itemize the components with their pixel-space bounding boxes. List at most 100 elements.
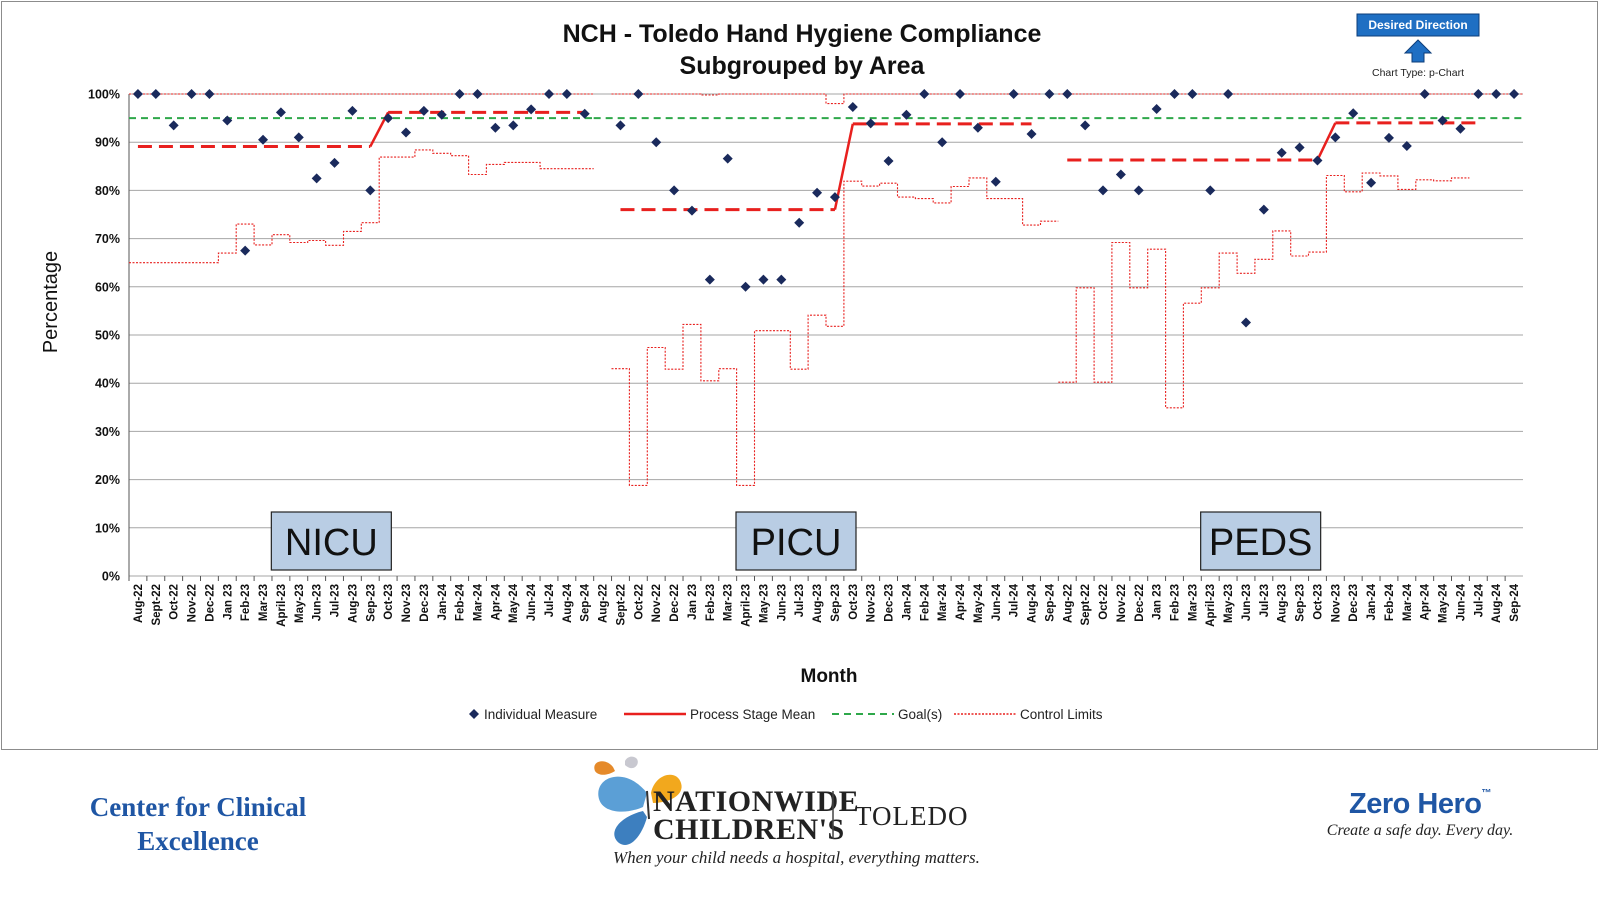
peds-point (1419, 89, 1430, 99)
x-tick-label: Sep-24 (1044, 583, 1056, 621)
nicu-point (168, 120, 179, 131)
x-tick-label: Jan-24 (901, 583, 913, 620)
legend-label: Goal(s) (898, 707, 942, 722)
up-arrow-icon (1403, 39, 1433, 63)
panel-label-peds: PEDS (1209, 522, 1312, 564)
nicu-point (561, 89, 572, 99)
nicu-point (293, 132, 304, 143)
x-tick-label: Aug-22 (1062, 584, 1074, 623)
x-tick-label: Oct-22 (1098, 584, 1110, 620)
x-tick-label: April-23 (276, 584, 288, 627)
nicu-point (365, 185, 376, 196)
picu-point (829, 192, 840, 203)
x-tick-label: Mar-23 (723, 584, 735, 621)
nicu-point (222, 115, 233, 126)
x-tick-label: Jul-24 (544, 583, 556, 617)
x-tick-label: Aug-22 (598, 584, 610, 623)
x-tick-label: Jun-24 (991, 583, 1003, 621)
x-tick-label: Jun-23 (312, 584, 324, 621)
logo-city: TOLEDO (855, 801, 969, 831)
x-tick-label: May-24 (508, 583, 520, 623)
picu-lcl-line (611, 177, 1059, 486)
logo-name-line1: NATIONWIDE (653, 785, 859, 818)
peds-point (1455, 123, 1466, 134)
x-tick-label: Sep-23 (365, 584, 377, 622)
picu-point (794, 217, 805, 228)
x-tick-label: Nov-23 (866, 584, 878, 622)
nicu-lcl-line (129, 149, 594, 264)
picu-point (669, 185, 680, 196)
nicu-point (436, 109, 447, 120)
zero-hero-tagline: Create a safe day. Every day. (1326, 822, 1514, 839)
footer: Center for Clinical Excellence NATIONWID… (0, 750, 1600, 900)
x-tick-label: Jul-24 (1473, 583, 1485, 617)
picu-point (1008, 89, 1019, 99)
peds-point (1062, 89, 1073, 99)
picu-point (758, 274, 769, 285)
y-tick-label: 80% (95, 184, 120, 198)
nicu-point (490, 122, 501, 133)
chart-title-line-1: NCH - Toledo Hand Hygiene Compliance (563, 20, 1042, 48)
x-tick-label: Jun-23 (1241, 584, 1253, 621)
x-tick-label: Mar-24 (1402, 583, 1414, 621)
x-tick-label: Dec-23 (884, 584, 896, 622)
desired-direction-box (1356, 13, 1480, 37)
panel-label-nicu: NICU (285, 522, 378, 564)
butterfly-icon (594, 756, 682, 845)
x-tick-label: Apr-24 (955, 583, 967, 620)
picu-point (955, 89, 966, 99)
picu-ucl-line (611, 93, 1041, 105)
x-tick-label: Aug-24 (1027, 583, 1039, 623)
x-tick-label: Feb-24 (919, 583, 931, 621)
nicu-point (132, 89, 143, 99)
panel-label-box-peds (1200, 511, 1322, 571)
legend-label: Individual Measure (484, 707, 597, 722)
nicu-point (150, 89, 161, 99)
nicu-point (186, 89, 197, 99)
nationwide-childrens-logo: NATIONWIDE CHILDREN'S TOLEDO When your c… (585, 755, 1005, 895)
x-tick-label: Nov-22 (1116, 584, 1128, 622)
x-tick-label: Aug-23 (347, 584, 359, 623)
x-tick-label: Dec-22 (204, 584, 216, 622)
picu-point (812, 187, 823, 198)
peds-point (1491, 89, 1502, 99)
picu-point (1044, 89, 1055, 99)
panel-label-picu: PICU (751, 522, 842, 564)
nicu-point (311, 173, 322, 184)
peds-point (1133, 185, 1144, 196)
peds-point (1080, 120, 1091, 131)
peds-lcl-line (1058, 172, 1470, 409)
nicu-point (258, 134, 269, 145)
chart-frame: NCH - Toledo Hand Hygiene Compliance Subg… (1, 1, 1598, 750)
x-tick-label: Jun-24 (526, 583, 538, 621)
legend-label: Process Stage Mean (690, 707, 815, 722)
y-tick-label: 10% (95, 521, 120, 535)
legend-marker-individual (469, 709, 479, 719)
nicu-point (454, 89, 465, 99)
x-tick-label: Apr-24 (1420, 583, 1432, 620)
y-tick-label: 30% (95, 425, 120, 439)
x-tick-label: Nov-23 (401, 584, 413, 622)
nicu-point (347, 105, 358, 116)
panel-label-box-picu (735, 511, 857, 571)
x-tick-label: Nov-22 (187, 584, 199, 622)
x-tick-label: Aug-23 (1277, 584, 1289, 623)
zero-hero-title: Zero Hero (1349, 788, 1482, 820)
peds-point (1312, 155, 1323, 166)
x-tick-label: Sept-22 (1080, 584, 1092, 626)
x-tick-label: Jan 23 (222, 584, 234, 620)
p-chart: NCH - Toledo Hand Hygiene Compliance Subg… (40, 13, 1523, 722)
logo-name-line2: CHILDREN'S (653, 813, 845, 846)
picu-point (615, 120, 626, 131)
x-tick-label: Feb-23 (705, 584, 717, 621)
nicu-point (472, 89, 483, 99)
x-tick-label: Mar-24 (937, 583, 949, 621)
x-tick-label: Dec-22 (1134, 584, 1146, 622)
picu-point (901, 109, 912, 120)
x-tick-label: Jan 23 (1152, 584, 1164, 620)
nicu-point (526, 104, 537, 115)
x-tick-label: Oct-23 (1312, 584, 1324, 620)
picu-point (686, 205, 697, 216)
zero-hero-brand: Zero Hero™ Create a safe day. Every day. (1300, 788, 1540, 840)
peds-point (1151, 103, 1162, 114)
